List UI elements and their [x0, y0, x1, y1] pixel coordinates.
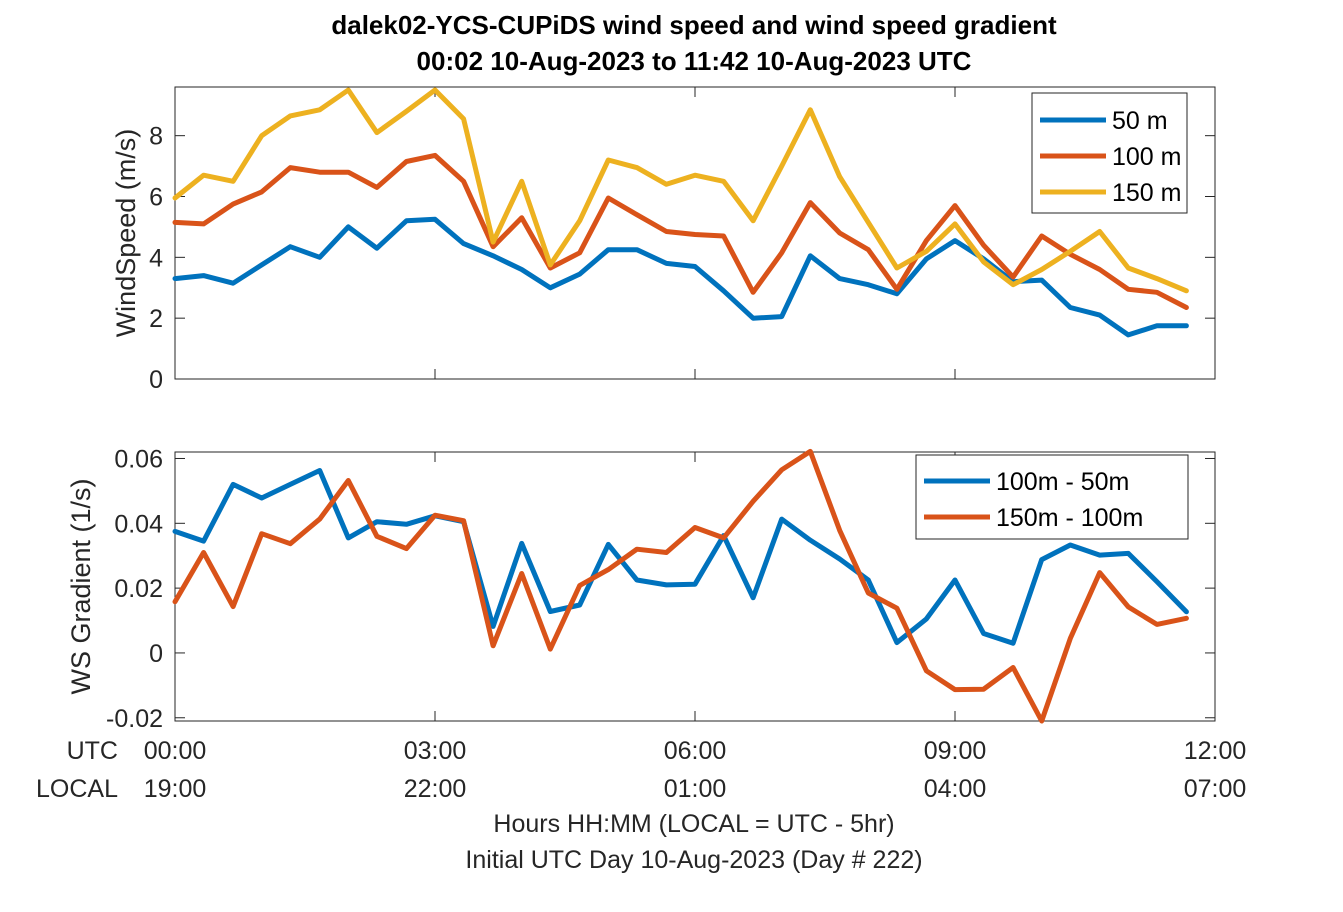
series-line-100m---50m [172, 468, 1189, 646]
y-axis-label: WS Gradient (1/s) [66, 478, 96, 694]
x-tick-label-local: 07:00 [1184, 775, 1247, 803]
legend-entry-label: 50 m [1112, 107, 1168, 135]
y-tick-label: -0.02 [106, 705, 163, 733]
x-tick-label-utc: 00:00 [144, 737, 207, 765]
chart-title-line2: 00:02 10-Aug-2023 to 11:42 10-Aug-2023 U… [417, 46, 972, 76]
y-tick-label: 8 [149, 123, 163, 151]
y-tick-label: 6 [149, 184, 163, 212]
wind-gradient-panel: -0.02 0 0.02 0.04 0.06 00:00 19:00 03:00 22:00 06… [66, 445, 1246, 803]
legend: 100m - 50m 150m - 100m [915, 454, 1189, 540]
y-tick-label: 0.06 [114, 445, 163, 473]
legend-entry-label: 100m - 50m [996, 468, 1129, 496]
legend-box [915, 454, 1189, 540]
y-tick-label: 0.04 [114, 510, 163, 538]
x-axis-label-line2: Initial UTC Day 10-Aug-2023 (Day # 222) [465, 846, 922, 874]
y-tick-label: 2 [149, 305, 163, 333]
y-tick-label: 0.02 [114, 575, 163, 603]
x-row-utc-label: UTC [67, 737, 118, 765]
x-tick-label-local: 19:00 [144, 775, 207, 803]
y-tick-label: 0 [149, 366, 163, 394]
x-tick-label-utc: 03:00 [404, 737, 467, 765]
series-line-150-m [172, 87, 1189, 294]
x-tick-label-utc: 09:00 [924, 737, 987, 765]
y-tick-label: 0 [149, 640, 163, 668]
legend-entry-label: 150m - 100m [996, 504, 1143, 532]
x-tick-label-utc: 12:00 [1184, 737, 1247, 765]
wind-speed-panel: 0 2 4 6 8 WindSpeed (m/s) 50 m 100 m 150 m [111, 86, 1216, 394]
x-row-local-label: LOCAL [36, 775, 118, 803]
x-axis-label-line1: Hours HH:MM (LOCAL = UTC - 5hr) [493, 810, 894, 838]
legend: 50 m 100 m 150 m [1031, 92, 1188, 214]
x-tick-label-local: 04:00 [924, 775, 987, 803]
y-tick-label: 4 [149, 244, 163, 272]
series-line-150m---100m [172, 448, 1189, 724]
series-line-100-m [172, 152, 1189, 310]
x-tick-label-local: 22:00 [404, 775, 467, 803]
legend-entry-label: 100 m [1112, 143, 1181, 171]
x-tick-label-utc: 06:00 [664, 737, 727, 765]
chart-title-line1: dalek02-YCS-CUPiDS wind speed and wind s… [331, 10, 1057, 40]
y-axis-label: WindSpeed (m/s) [111, 129, 141, 338]
legend-entry-label: 150 m [1112, 179, 1181, 207]
x-tick-label-local: 01:00 [664, 775, 727, 803]
